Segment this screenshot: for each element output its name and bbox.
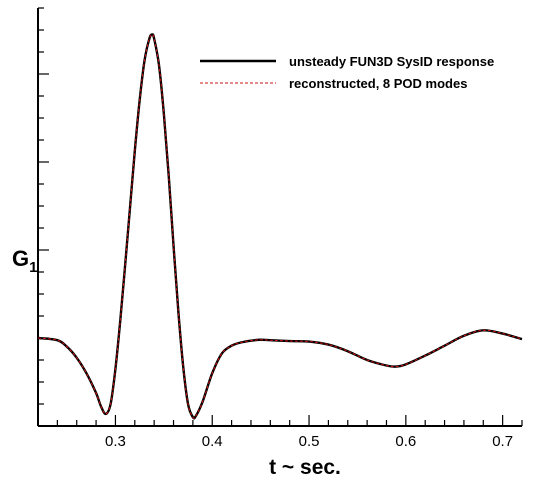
legend-label: unsteady FUN3D SysID response bbox=[289, 54, 494, 69]
x-tick-label: 0.4 bbox=[202, 433, 223, 450]
y-axis-title-subscript: 1 bbox=[29, 259, 37, 276]
legend-label: reconstructed, 8 POD modes bbox=[289, 76, 467, 91]
x-axis-title: t ~ sec. bbox=[269, 456, 341, 479]
legend: unsteady FUN3D SysID response reconstruct… bbox=[200, 54, 494, 91]
series-line-reconstructed bbox=[37, 33, 523, 419]
x-tick-label: 0.6 bbox=[395, 433, 416, 450]
x-tick-label: 0.3 bbox=[105, 433, 126, 450]
x-tick-label: 0.5 bbox=[299, 433, 320, 450]
x-tick-label: 0.7 bbox=[492, 433, 513, 450]
axes: 0.3 0.4 0.5 0.6 0.7 bbox=[37, 7, 523, 450]
y-axis-title: G1 bbox=[12, 246, 37, 276]
series-layer bbox=[37, 33, 523, 420]
y-axis-title-main: G bbox=[12, 246, 29, 271]
series-line-fun3d bbox=[37, 33, 523, 420]
